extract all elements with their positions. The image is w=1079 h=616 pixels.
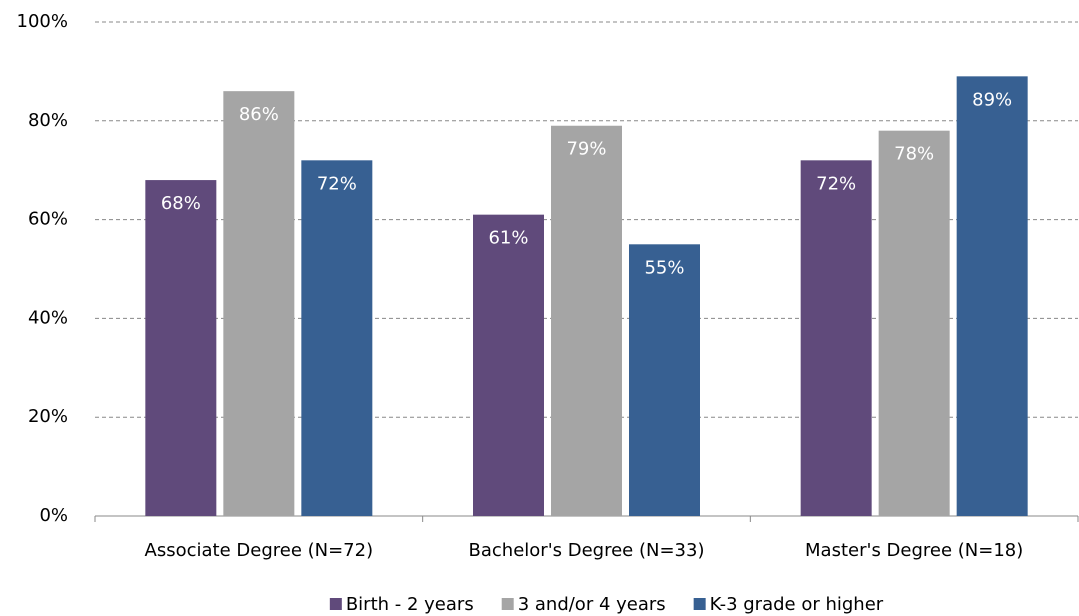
legend-label: 3 and/or 4 years bbox=[518, 594, 666, 615]
data-label: 89% bbox=[972, 89, 1012, 110]
x-tick-label: Associate Degree (N=72) bbox=[145, 540, 374, 561]
bar bbox=[301, 160, 373, 516]
y-tick-label: 0% bbox=[39, 505, 68, 526]
x-tick-label: Bachelor's Degree (N=33) bbox=[469, 540, 705, 561]
data-label: 86% bbox=[239, 104, 279, 125]
legend-label: Birth - 2 years bbox=[346, 594, 474, 615]
data-label: 72% bbox=[816, 173, 856, 194]
y-tick-label: 100% bbox=[17, 11, 68, 32]
legend-swatch bbox=[329, 598, 342, 610]
bar bbox=[629, 244, 700, 517]
bar bbox=[956, 76, 1028, 516]
bar bbox=[223, 91, 295, 516]
legend-label: K-3 grade or higher bbox=[710, 594, 884, 615]
data-label: 55% bbox=[644, 257, 684, 278]
y-tick-label: 20% bbox=[28, 406, 68, 427]
data-label: 68% bbox=[161, 193, 201, 214]
y-tick-label: 60% bbox=[28, 209, 68, 230]
data-label: 78% bbox=[894, 144, 934, 165]
x-tick-label: Master's Degree (N=18) bbox=[805, 540, 1023, 561]
bar bbox=[145, 180, 217, 516]
y-tick-label: 40% bbox=[28, 307, 68, 328]
data-label: 72% bbox=[317, 173, 357, 194]
data-label: 79% bbox=[566, 139, 606, 160]
legend-swatch bbox=[501, 598, 514, 610]
bar bbox=[473, 214, 544, 516]
bar bbox=[551, 125, 622, 517]
legend-swatch bbox=[693, 598, 706, 610]
bar bbox=[878, 130, 950, 516]
bar bbox=[800, 160, 872, 516]
data-label: 61% bbox=[488, 228, 528, 249]
y-tick-label: 80% bbox=[28, 110, 68, 131]
